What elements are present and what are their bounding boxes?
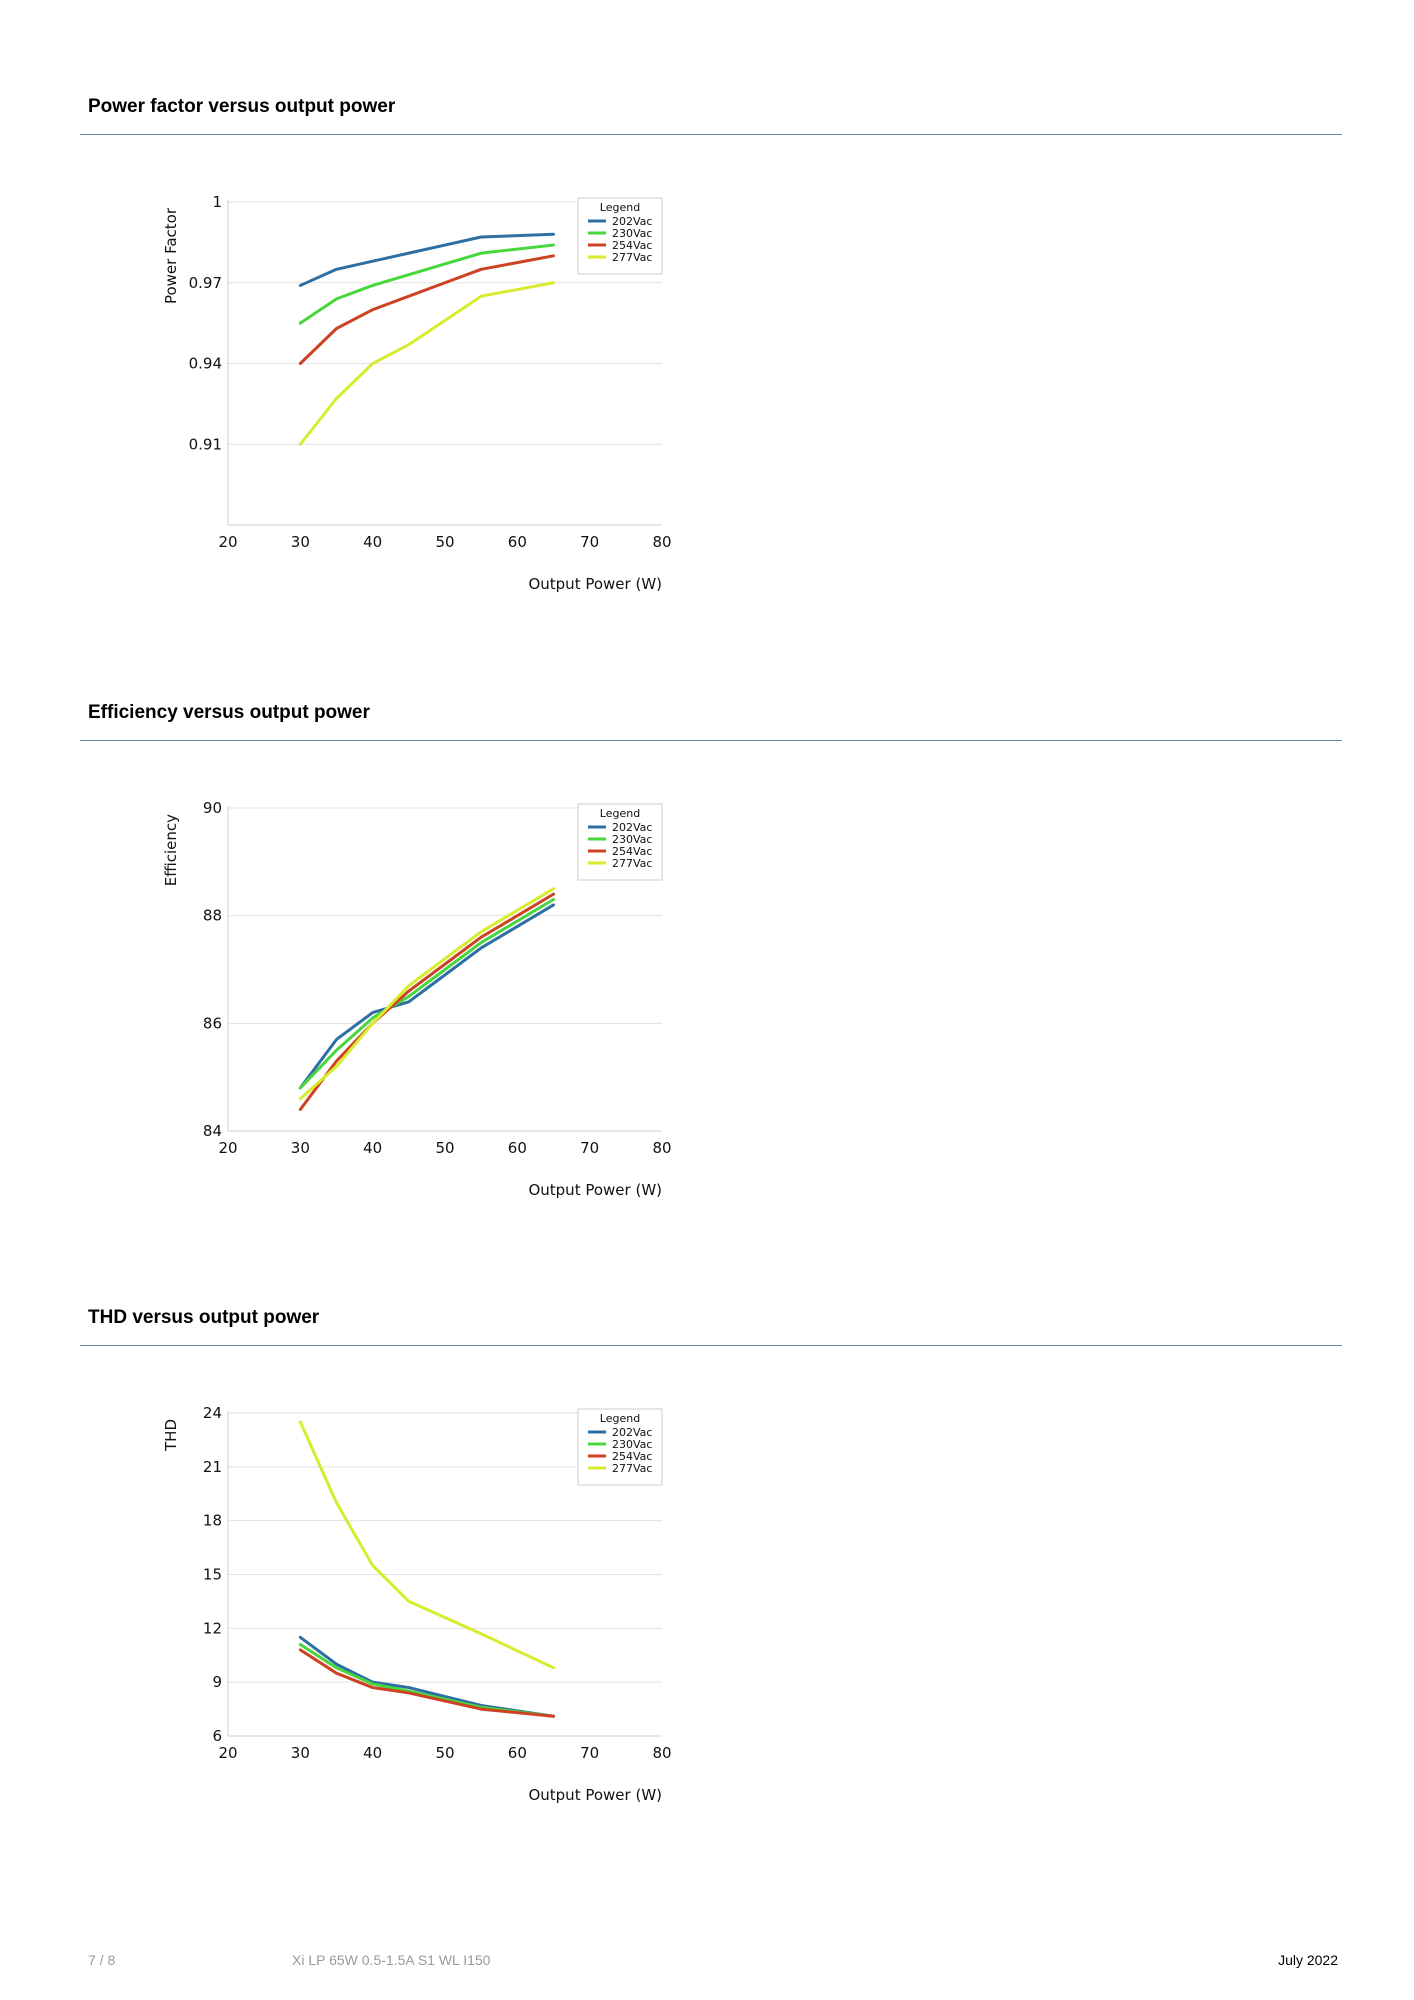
- series-line-254Vac: [298, 254, 555, 365]
- x-tick-label: 70: [580, 1139, 599, 1157]
- section-title-efficiency: Efficiency versus output power: [88, 702, 370, 723]
- series-line-254Vac: [298, 1648, 555, 1718]
- y-tick-label: 88: [203, 907, 222, 925]
- legend-entry: 277Vac: [612, 857, 652, 870]
- legend-title: Legend: [600, 201, 640, 214]
- legend-entry: 277Vac: [612, 251, 652, 264]
- section-divider: [80, 740, 1342, 741]
- y-tick-label: 21: [203, 1458, 222, 1476]
- footer-date: July 2022: [1278, 1952, 1338, 1968]
- x-tick-label: 80: [652, 533, 671, 551]
- series-line-202Vac: [298, 232, 555, 287]
- x-tick-label: 60: [508, 1139, 527, 1157]
- y-tick-label: 84: [203, 1122, 222, 1140]
- legend-entry: 254Vac: [612, 239, 652, 252]
- x-tick-label: 70: [580, 1744, 599, 1762]
- series-line-202Vac: [298, 903, 555, 1090]
- y-axis-label: THD: [162, 1419, 180, 1452]
- x-axis-label: Output Power (W): [528, 1181, 662, 1199]
- section-divider: [80, 134, 1342, 135]
- legend-entry: 254Vac: [612, 845, 652, 858]
- series-line-230Vac: [298, 1642, 555, 1718]
- series-line-230Vac: [298, 898, 555, 1090]
- legend-title: Legend: [600, 1412, 640, 1425]
- legend-entry: 202Vac: [612, 1426, 652, 1439]
- legend-box: [577, 197, 663, 275]
- legend-title: Legend: [600, 807, 640, 820]
- x-tick-label: 40: [363, 533, 382, 551]
- x-tick-label: 50: [435, 1744, 454, 1762]
- y-axis-label: Efficiency: [162, 814, 180, 886]
- y-tick-label: 9: [212, 1673, 222, 1691]
- legend-entry: 202Vac: [612, 215, 652, 228]
- y-tick-label: 90: [203, 799, 222, 817]
- legend-entry: 254Vac: [612, 1450, 652, 1463]
- series-line-277Vac: [298, 281, 555, 446]
- y-tick-label: 6: [212, 1727, 222, 1745]
- x-tick-label: 50: [435, 533, 454, 551]
- y-tick-label: 86: [203, 1014, 222, 1032]
- y-tick-label: 0.97: [189, 274, 222, 292]
- x-axis-label: Output Power (W): [528, 1786, 662, 1804]
- legend-entry: 230Vac: [612, 833, 652, 846]
- x-tick-label: 30: [291, 533, 310, 551]
- x-tick-label: 20: [218, 1744, 237, 1762]
- y-tick-label: 18: [203, 1512, 222, 1530]
- legend-entry: 277Vac: [612, 1462, 652, 1475]
- x-tick-label: 40: [363, 1139, 382, 1157]
- thd-chart: 6 9 12 15 18 21 24 20 30 40 50 60 70 80 Output Power (…: [162, 1404, 672, 1804]
- legend-entry: 202Vac: [612, 821, 652, 834]
- footer-product-name: Xi LP 65W 0.5-1.5A S1 WL I150: [292, 1952, 491, 1968]
- y-tick-label: 0.91: [189, 435, 222, 453]
- section-divider: [80, 1345, 1342, 1346]
- x-tick-label: 80: [652, 1139, 671, 1157]
- efficiency-chart: 84 86 88 90 20 30 40 50 60 70 80 Output Power (W) Ef…: [162, 799, 672, 1199]
- x-tick-label: 70: [580, 533, 599, 551]
- x-tick-label: 30: [291, 1139, 310, 1157]
- series-line-254Vac: [298, 892, 555, 1111]
- series-line-277Vac: [298, 887, 555, 1101]
- x-tick-label: 40: [363, 1744, 382, 1762]
- x-tick-label: 30: [291, 1744, 310, 1762]
- footer-page-number: 7 / 8: [88, 1952, 116, 1968]
- section-title-thd: THD versus output power: [88, 1307, 320, 1328]
- series-line-230Vac: [298, 243, 555, 325]
- y-tick-label: 15: [203, 1566, 222, 1584]
- y-axis-label: Power Factor: [162, 207, 180, 304]
- y-tick-label: 1: [212, 193, 222, 211]
- power-factor-chart: 0.91 0.94 0.97 1 20 30 40 50 60 70 80 Output Power …: [162, 193, 672, 593]
- x-tick-label: 50: [435, 1139, 454, 1157]
- x-tick-label: 60: [508, 1744, 527, 1762]
- legend-entry: 230Vac: [612, 227, 652, 240]
- legend-box: [577, 1408, 663, 1486]
- y-tick-label: 24: [203, 1404, 222, 1422]
- y-tick-label: 0.94: [189, 355, 222, 373]
- x-tick-label: 20: [218, 1139, 237, 1157]
- section-title-power-factor: Power factor versus output power: [88, 96, 396, 117]
- legend-entry: 230Vac: [612, 1438, 652, 1451]
- x-axis-label: Output Power (W): [528, 575, 662, 593]
- legend-box: [577, 803, 663, 881]
- x-tick-label: 60: [508, 533, 527, 551]
- x-tick-label: 20: [218, 533, 237, 551]
- x-tick-label: 80: [652, 1744, 671, 1762]
- series-line-277Vac: [298, 1420, 555, 1670]
- y-tick-label: 12: [203, 1619, 222, 1637]
